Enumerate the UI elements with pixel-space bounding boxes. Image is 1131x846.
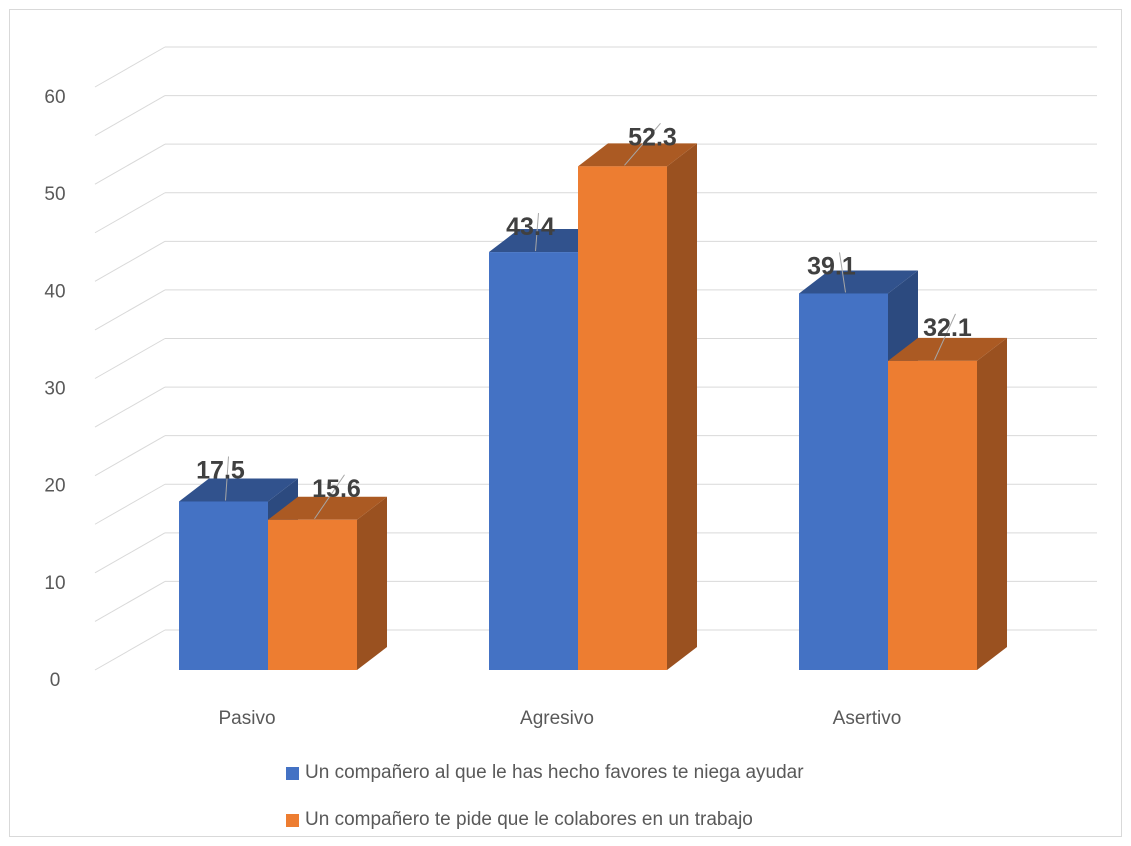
legend-item-series-1: Un compañero al que le has hecho favores… xyxy=(286,762,804,784)
legend-item-series-2: Un compañero te pide que le colabores en… xyxy=(286,809,753,831)
gridline-depth xyxy=(94,192,166,234)
bar xyxy=(268,519,357,670)
gridline-depth xyxy=(94,143,166,185)
gridline-depth xyxy=(94,580,166,622)
data-label: 32.1 xyxy=(923,314,972,342)
bar xyxy=(578,166,667,670)
x-tick-label: Pasivo xyxy=(218,708,275,729)
legend-swatch-series-2 xyxy=(286,813,299,827)
x-tick-label: Agresivo xyxy=(520,708,594,729)
gridline-depth xyxy=(94,386,166,428)
gridline-depth xyxy=(94,289,166,331)
data-label-leader xyxy=(225,456,229,501)
data-label-leader xyxy=(535,213,539,252)
gridline-depth xyxy=(94,435,166,477)
gridline-depth xyxy=(94,629,166,671)
bar-top xyxy=(799,270,918,294)
y-tick-label: 20 xyxy=(44,476,65,497)
bar xyxy=(888,360,977,670)
bar xyxy=(799,293,888,670)
data-label-leader xyxy=(624,123,661,166)
data-label: 15.6 xyxy=(312,475,361,503)
y-tick-label: 10 xyxy=(44,573,65,594)
data-label: 43.4 xyxy=(506,213,555,241)
bar-top xyxy=(179,478,298,502)
legend-label-series-2: Un compañero te pide que le colabores en… xyxy=(305,809,753,830)
y-tick-label: 60 xyxy=(44,87,65,108)
data-label-leader xyxy=(839,252,846,293)
data-label-leader xyxy=(314,474,345,520)
gridline-depth xyxy=(94,338,166,379)
x-tick-label: Asertivo xyxy=(833,708,902,729)
y-tick-label: 50 xyxy=(44,184,65,205)
gridline-depth xyxy=(94,46,166,88)
bar xyxy=(179,501,268,670)
data-label: 17.5 xyxy=(196,456,245,484)
bar-side xyxy=(977,337,1007,670)
bar-top xyxy=(268,496,387,520)
bar-top xyxy=(578,143,697,167)
bar-top xyxy=(888,337,1007,361)
bar-side xyxy=(357,496,387,670)
gridline-depth xyxy=(94,240,166,282)
data-label: 39.1 xyxy=(807,252,856,280)
data-label: 52.3 xyxy=(628,123,677,151)
bar xyxy=(489,252,578,671)
gridline-depth xyxy=(94,95,166,137)
y-tick-label: 0 xyxy=(50,670,61,691)
data-label-leader xyxy=(934,313,956,361)
gridline-depth xyxy=(94,532,166,574)
legend-swatch-series-1 xyxy=(286,766,299,780)
bar-side xyxy=(667,143,697,670)
y-tick-label: 30 xyxy=(44,379,65,400)
legend-label-series-1: Un compañero al que le has hecho favores… xyxy=(305,762,804,783)
gridline-depth xyxy=(94,483,166,525)
y-tick-label: 40 xyxy=(44,281,65,302)
